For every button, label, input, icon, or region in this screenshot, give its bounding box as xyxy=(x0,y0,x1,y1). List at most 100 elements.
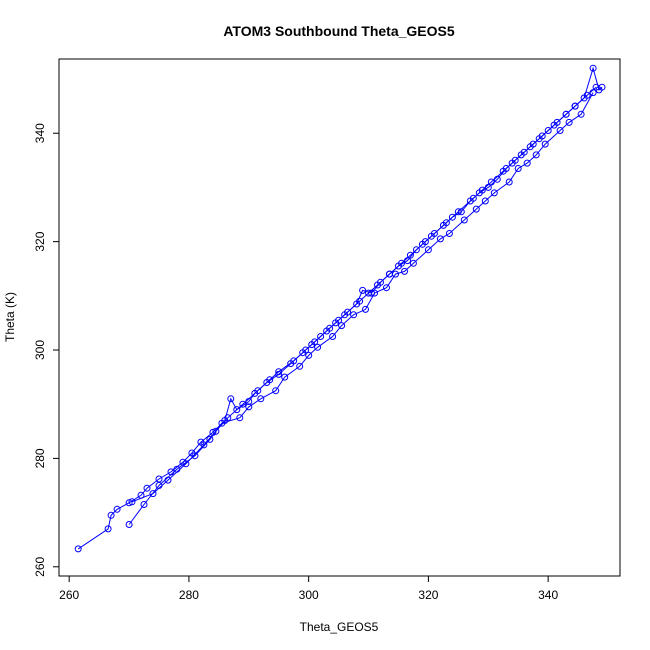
data-point xyxy=(511,156,519,164)
series-line xyxy=(131,86,597,503)
data-point xyxy=(257,395,265,403)
data-point xyxy=(401,267,408,275)
series-layer xyxy=(74,64,606,553)
data-point xyxy=(224,414,232,422)
data-point xyxy=(460,216,468,224)
y-tick-label: 260 xyxy=(33,556,47,576)
data-point xyxy=(140,501,148,508)
data-point xyxy=(233,406,241,414)
data-point xyxy=(206,435,214,443)
data-point xyxy=(406,251,414,259)
x-tick-label: 300 xyxy=(299,588,319,602)
data-point xyxy=(200,441,208,449)
data-point xyxy=(239,400,247,408)
data-point xyxy=(362,305,369,313)
data-point xyxy=(386,270,393,278)
data-point xyxy=(74,545,82,553)
data-point xyxy=(341,311,349,319)
data-point xyxy=(478,186,486,194)
x-tick-label: 280 xyxy=(179,588,199,602)
data-point xyxy=(365,289,372,297)
data-point xyxy=(436,235,444,243)
chart-title: ATOM3 Southbound Theta_GEOS5 xyxy=(223,23,454,39)
data-point xyxy=(329,333,337,340)
data-point xyxy=(254,387,262,395)
data-point xyxy=(505,178,513,186)
data-point xyxy=(113,505,121,513)
data-point xyxy=(356,297,364,305)
data-point xyxy=(556,127,564,134)
data-point xyxy=(143,484,151,492)
data-point xyxy=(314,343,322,351)
data-point xyxy=(323,327,331,335)
data-point xyxy=(296,362,304,370)
data-point xyxy=(583,91,591,99)
data-point xyxy=(541,140,549,148)
data-point xyxy=(472,205,480,213)
x-axis-label: Theta_GEOS5 xyxy=(300,620,379,634)
data-point xyxy=(332,319,340,327)
y-tick-label: 280 xyxy=(33,448,47,468)
data-point xyxy=(538,132,546,140)
data-point xyxy=(212,427,220,435)
data-point xyxy=(487,178,495,186)
data-point xyxy=(454,208,462,216)
data-point xyxy=(149,490,157,498)
data-point xyxy=(589,64,597,72)
data-point xyxy=(571,102,579,110)
data-point xyxy=(107,511,115,519)
y-tick-label: 340 xyxy=(33,123,47,143)
data-point xyxy=(317,333,325,340)
data-point xyxy=(218,419,226,427)
data-point xyxy=(481,197,489,205)
data-point xyxy=(338,322,346,330)
data-point xyxy=(562,110,570,118)
data-point xyxy=(245,403,253,411)
data-point xyxy=(398,259,405,267)
data-point xyxy=(418,240,426,248)
data-point xyxy=(445,230,453,237)
data-point xyxy=(469,194,477,202)
data-point xyxy=(383,284,390,292)
data-point xyxy=(544,127,552,134)
data-point xyxy=(164,476,172,484)
data-point xyxy=(275,368,283,376)
data-point xyxy=(281,373,289,381)
data-point xyxy=(191,452,199,460)
x-tick-label: 340 xyxy=(538,588,558,602)
x-tick-label: 320 xyxy=(418,588,438,602)
data-point xyxy=(104,525,112,533)
data-point xyxy=(442,219,450,227)
data-point xyxy=(523,159,531,167)
data-point xyxy=(128,498,136,506)
data-point xyxy=(565,118,573,126)
data-point xyxy=(302,346,310,354)
data-point xyxy=(490,189,498,197)
data-point xyxy=(520,148,528,156)
data-point xyxy=(409,259,417,267)
data-point xyxy=(272,387,280,395)
data-point xyxy=(427,232,435,240)
data-point xyxy=(311,338,319,346)
data-point xyxy=(577,110,585,118)
data-point xyxy=(125,521,133,528)
data-point xyxy=(412,246,420,254)
data-point xyxy=(514,165,522,172)
y-tick-label: 320 xyxy=(33,231,47,251)
data-point xyxy=(529,140,537,148)
data-point xyxy=(266,376,274,384)
x-tick-label: 260 xyxy=(59,588,79,602)
data-point xyxy=(182,460,190,468)
series-line xyxy=(128,92,594,525)
data-point xyxy=(592,83,600,91)
data-point xyxy=(350,311,358,319)
data-point xyxy=(499,167,507,175)
data-point xyxy=(448,213,456,221)
data-point xyxy=(305,351,313,359)
data-point xyxy=(424,246,432,254)
plot-frame xyxy=(58,58,621,577)
y-axis: 260 280 300 320 340 xyxy=(33,123,59,577)
data-point xyxy=(227,395,235,403)
data-point xyxy=(359,286,367,294)
